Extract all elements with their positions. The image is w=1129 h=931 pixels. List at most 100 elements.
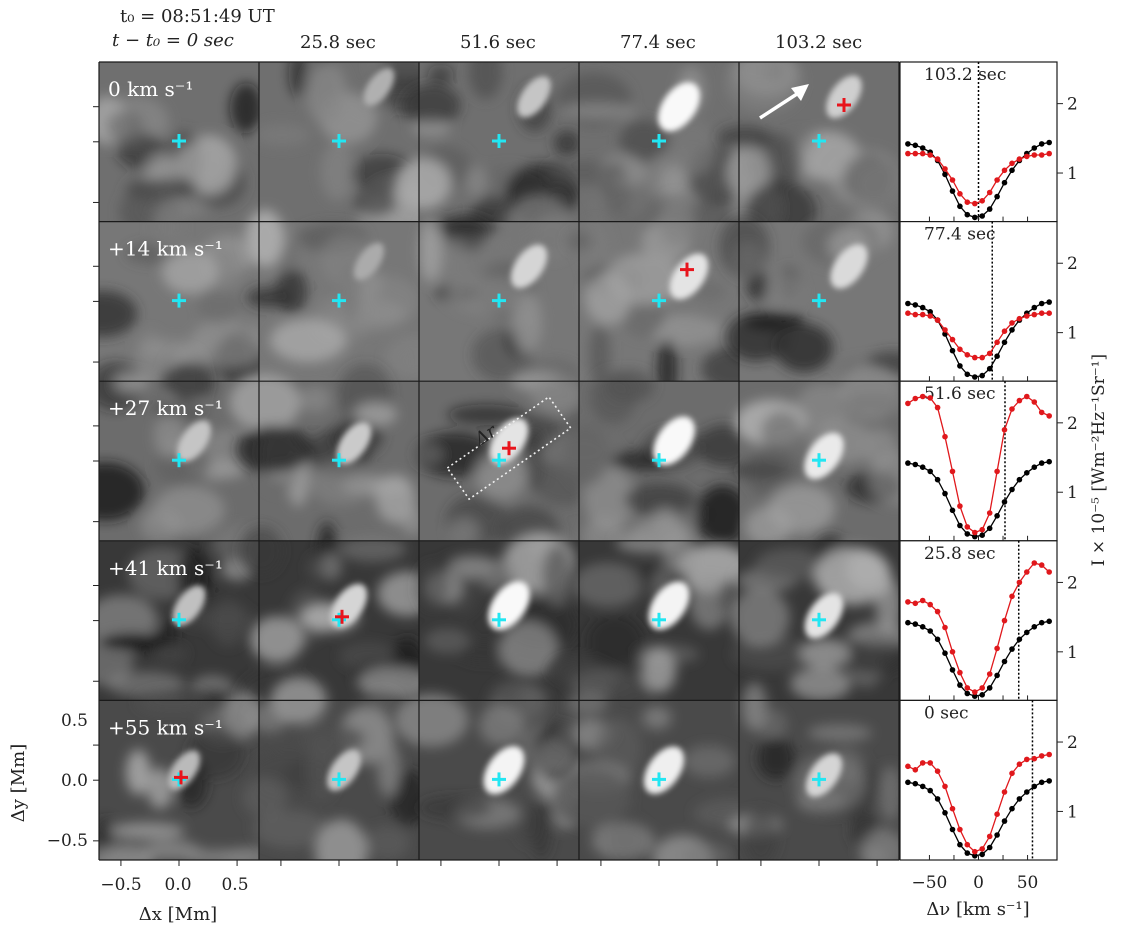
image-xlabel: Δx [Mm] xyxy=(139,904,217,925)
texture-blob xyxy=(126,749,151,795)
red-profile-point xyxy=(934,404,941,411)
y-tick-label: 0.5 xyxy=(61,711,88,731)
profile-time-label: 103.2 sec xyxy=(924,65,1006,85)
texture-blob xyxy=(411,119,451,137)
cell-texture xyxy=(717,62,899,244)
red-profile-point xyxy=(1009,160,1015,167)
texture-blob xyxy=(320,142,355,201)
cyan-marker xyxy=(652,612,666,627)
red-profile-point xyxy=(905,599,911,605)
red-profile-point xyxy=(934,156,941,162)
red-profile-point xyxy=(986,510,993,516)
texture-blob xyxy=(449,518,479,546)
red-profile-point xyxy=(1016,579,1023,586)
black-profile-point xyxy=(1024,629,1030,636)
texture-blob xyxy=(731,636,811,671)
red-profile-point xyxy=(986,189,993,196)
y-tick-label: −0.5 xyxy=(47,831,88,851)
black-profile-point xyxy=(927,468,933,475)
cyan-marker xyxy=(812,293,826,308)
black-profile-point xyxy=(927,787,933,794)
black-profile-point xyxy=(919,783,926,790)
black-profile-point xyxy=(964,211,971,218)
black-profile-point xyxy=(986,525,993,532)
texture-blob xyxy=(415,432,495,477)
cyan-marker xyxy=(332,134,346,148)
red-profile-point xyxy=(949,649,956,655)
red-profile-point xyxy=(942,327,948,333)
red-profile-point xyxy=(1016,315,1023,322)
texture-blob xyxy=(190,318,269,368)
cell-texture xyxy=(242,677,430,860)
texture-blob xyxy=(807,724,872,742)
red-profile-point xyxy=(1009,320,1015,326)
texture-blob xyxy=(530,799,553,860)
black-profile-point xyxy=(986,206,993,212)
cell-texture xyxy=(730,534,899,701)
texture-blob xyxy=(758,709,787,740)
texture-blob xyxy=(765,273,804,309)
image-grid xyxy=(99,62,899,860)
black-profile-point xyxy=(1031,304,1038,311)
texture-blob xyxy=(416,445,443,464)
black-profile-point xyxy=(942,490,948,497)
red-profile-point xyxy=(927,601,933,608)
black-profile-point xyxy=(1038,619,1045,626)
time-label-3: 77.4 sec xyxy=(620,32,696,53)
black-profile-point xyxy=(1009,486,1015,493)
texture-blob xyxy=(143,508,164,527)
black-profile-point xyxy=(979,692,985,698)
texture-blob xyxy=(581,189,651,222)
red-profile-point xyxy=(994,339,1000,346)
cyan-marker xyxy=(652,772,666,787)
black-profile-point xyxy=(912,461,919,468)
texture-blob xyxy=(745,447,799,498)
black-profile-point xyxy=(972,693,978,699)
black-profile-point xyxy=(1031,464,1038,471)
texture-blob xyxy=(534,738,576,776)
red-profile-point xyxy=(964,685,971,691)
red-profile-point xyxy=(1009,406,1015,412)
texture-blob xyxy=(187,727,245,779)
cyan-marker xyxy=(492,453,506,468)
black-profile-point xyxy=(949,347,956,354)
time-label-4: 103.2 sec xyxy=(775,32,863,53)
black-profile-point xyxy=(1038,300,1045,307)
red-profile-point xyxy=(964,841,971,848)
red-profile-point xyxy=(972,200,978,207)
black-profile-point xyxy=(957,682,963,688)
cyan-marker xyxy=(812,772,826,787)
profile-frame xyxy=(899,61,1058,223)
texture-blob xyxy=(468,62,503,100)
black-profile-point xyxy=(964,690,971,697)
cyan-marker xyxy=(652,293,666,308)
black-profile-point xyxy=(905,779,911,786)
red-profile-point xyxy=(1024,756,1030,763)
profile-y-tick-label: 1 xyxy=(1067,164,1078,184)
red-profile-point xyxy=(1031,311,1038,318)
red-profile-point xyxy=(905,150,911,157)
black-profile-point xyxy=(994,193,1000,200)
image-cell xyxy=(730,534,899,701)
red-profile-point xyxy=(949,805,956,812)
texture-blob xyxy=(516,684,548,719)
black-profile-point xyxy=(949,826,956,833)
texture-blob xyxy=(107,110,144,144)
red-profile-point xyxy=(1046,569,1052,575)
texture-blob xyxy=(252,810,328,849)
cell-texture xyxy=(419,194,582,396)
texture-blob xyxy=(110,822,185,840)
black-profile-point xyxy=(1024,470,1030,476)
texture-blob xyxy=(446,277,526,315)
black-profile-point xyxy=(912,621,919,627)
red-profile-point xyxy=(927,395,933,401)
texture-blob xyxy=(725,312,787,362)
texture-blob xyxy=(658,196,696,249)
black-profile-point xyxy=(1009,327,1015,333)
cyan-marker xyxy=(652,453,666,468)
texture-blob xyxy=(427,64,454,85)
black-profile-point xyxy=(1046,618,1052,625)
texture-blob xyxy=(756,737,796,780)
bright-feature xyxy=(669,253,709,300)
